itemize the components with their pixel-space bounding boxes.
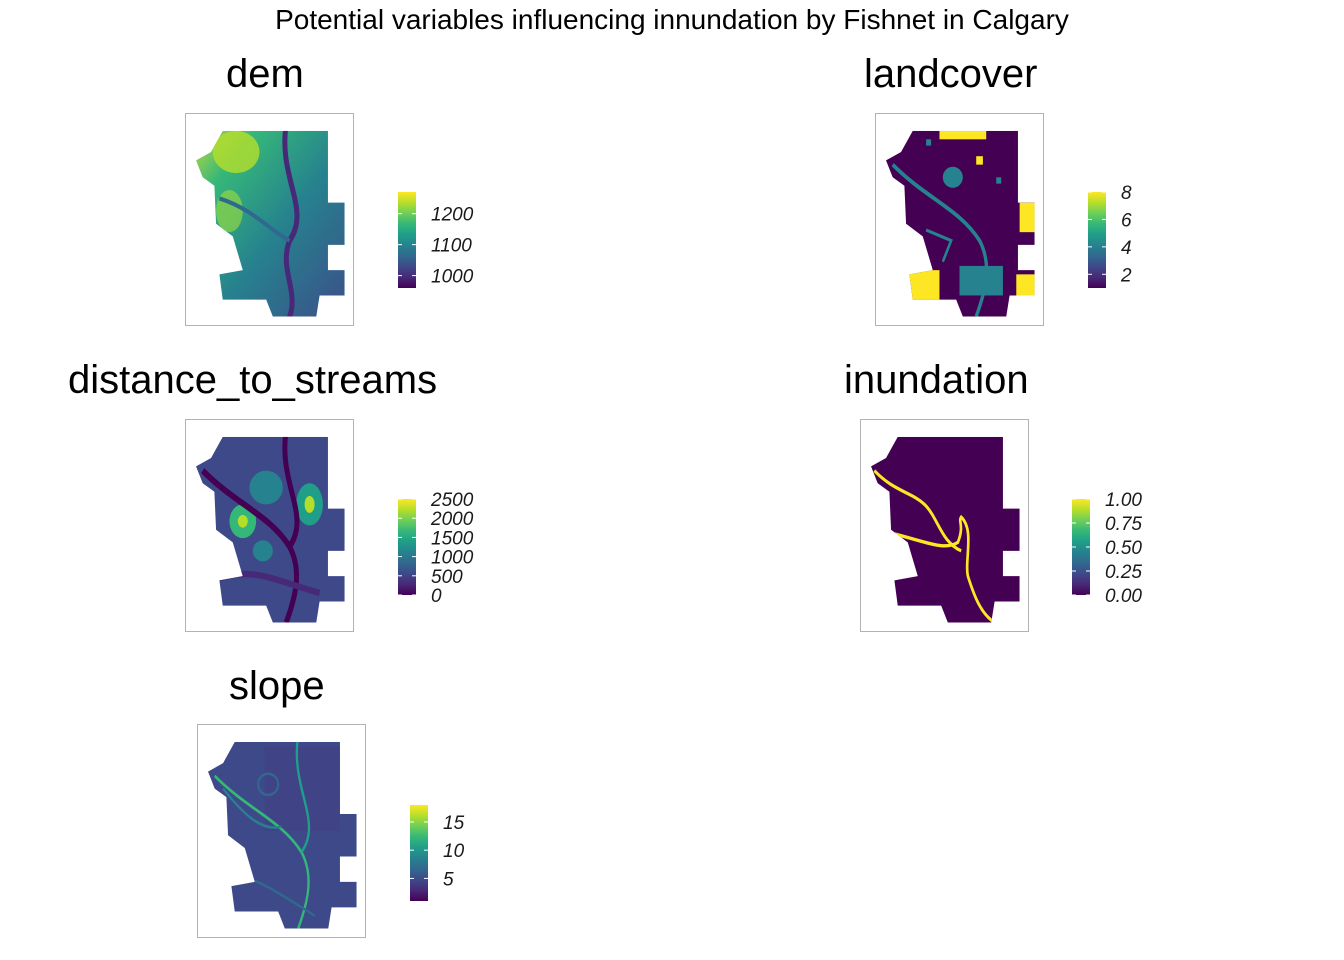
legend-tick-label: 2500 xyxy=(430,490,474,511)
legend-tick-label: 15 xyxy=(443,813,465,834)
colorbar xyxy=(398,192,416,288)
map-slope xyxy=(197,724,366,938)
panel-title-dem: dem xyxy=(226,52,304,96)
map-distance-to-streams xyxy=(185,419,354,632)
legend-slope-svg: 5 10 15 xyxy=(410,805,465,901)
legend-tick-label: 1500 xyxy=(431,528,474,549)
colorbar xyxy=(398,499,416,595)
figure-title: Potential variables influencing innundat… xyxy=(275,4,1069,35)
legend-tick-label: 1200 xyxy=(431,205,474,226)
legend-dem: 1000 1100 1200 xyxy=(398,192,508,290)
panel-title-landcover: landcover xyxy=(864,52,1038,96)
legend-tick-label: 1000 xyxy=(431,267,474,288)
legend-tick-label: 2 xyxy=(1120,265,1132,286)
legend-inundation: 0.00 0.25 0.50 0.75 1.00 xyxy=(1072,490,1182,607)
map-distance-to-streams-svg xyxy=(196,436,345,623)
legend-landcover: 2 4 6 8 xyxy=(1088,183,1168,290)
landcover-raster xyxy=(886,130,1035,317)
map-landcover-svg xyxy=(886,130,1035,317)
legend-slope: 5 10 15 xyxy=(410,805,490,903)
legend-landcover-svg: 2 4 6 8 xyxy=(1088,183,1132,288)
dem-raster xyxy=(196,130,345,317)
legend-tick-label: 10 xyxy=(443,841,465,862)
legend-tick-label: 4 xyxy=(1121,238,1132,259)
panel-title-inundation: inundation xyxy=(844,358,1029,402)
legend-distance-to-streams: 0 500 1000 1500 2000 2500 xyxy=(398,490,508,607)
legend-tick-label: 8 xyxy=(1121,183,1132,204)
distance-raster xyxy=(196,436,345,623)
map-dem-svg xyxy=(196,130,345,317)
panel-title-distance-to-streams: distance_to_streams xyxy=(68,358,438,402)
map-inundation-svg xyxy=(871,436,1020,623)
legend-tick-label: 2000 xyxy=(430,509,474,530)
legend-tick-label: 1100 xyxy=(431,236,472,257)
legend-dem-svg: 1000 1100 1200 xyxy=(398,192,474,288)
map-inundation xyxy=(860,419,1029,632)
legend-tick-label: 1.00 xyxy=(1105,490,1142,511)
inundation-raster xyxy=(871,436,1020,623)
panel-title-slope: slope xyxy=(229,664,325,708)
slope-raster xyxy=(208,741,357,929)
legend-tick-label: 0.25 xyxy=(1105,562,1142,583)
legend-tick-label: 5 xyxy=(443,869,454,890)
legend-tick-label: 0.50 xyxy=(1105,538,1142,559)
map-slope-svg xyxy=(208,741,357,929)
map-landcover xyxy=(875,113,1044,326)
colorbar xyxy=(1072,499,1090,595)
legend-tick-label: 0.75 xyxy=(1105,514,1142,535)
legend-tick-label: 0.00 xyxy=(1105,586,1142,607)
colorbar xyxy=(1088,192,1106,288)
legend-tick-label: 6 xyxy=(1121,210,1132,231)
legend-tick-label: 1000 xyxy=(431,548,474,569)
legend-tick-label: 500 xyxy=(431,567,463,588)
legend-inundation-svg: 0.00 0.25 0.50 0.75 1.00 xyxy=(1072,490,1142,607)
colorbar xyxy=(410,805,428,901)
map-dem xyxy=(185,113,354,326)
legend-tick-label: 0 xyxy=(431,586,442,607)
